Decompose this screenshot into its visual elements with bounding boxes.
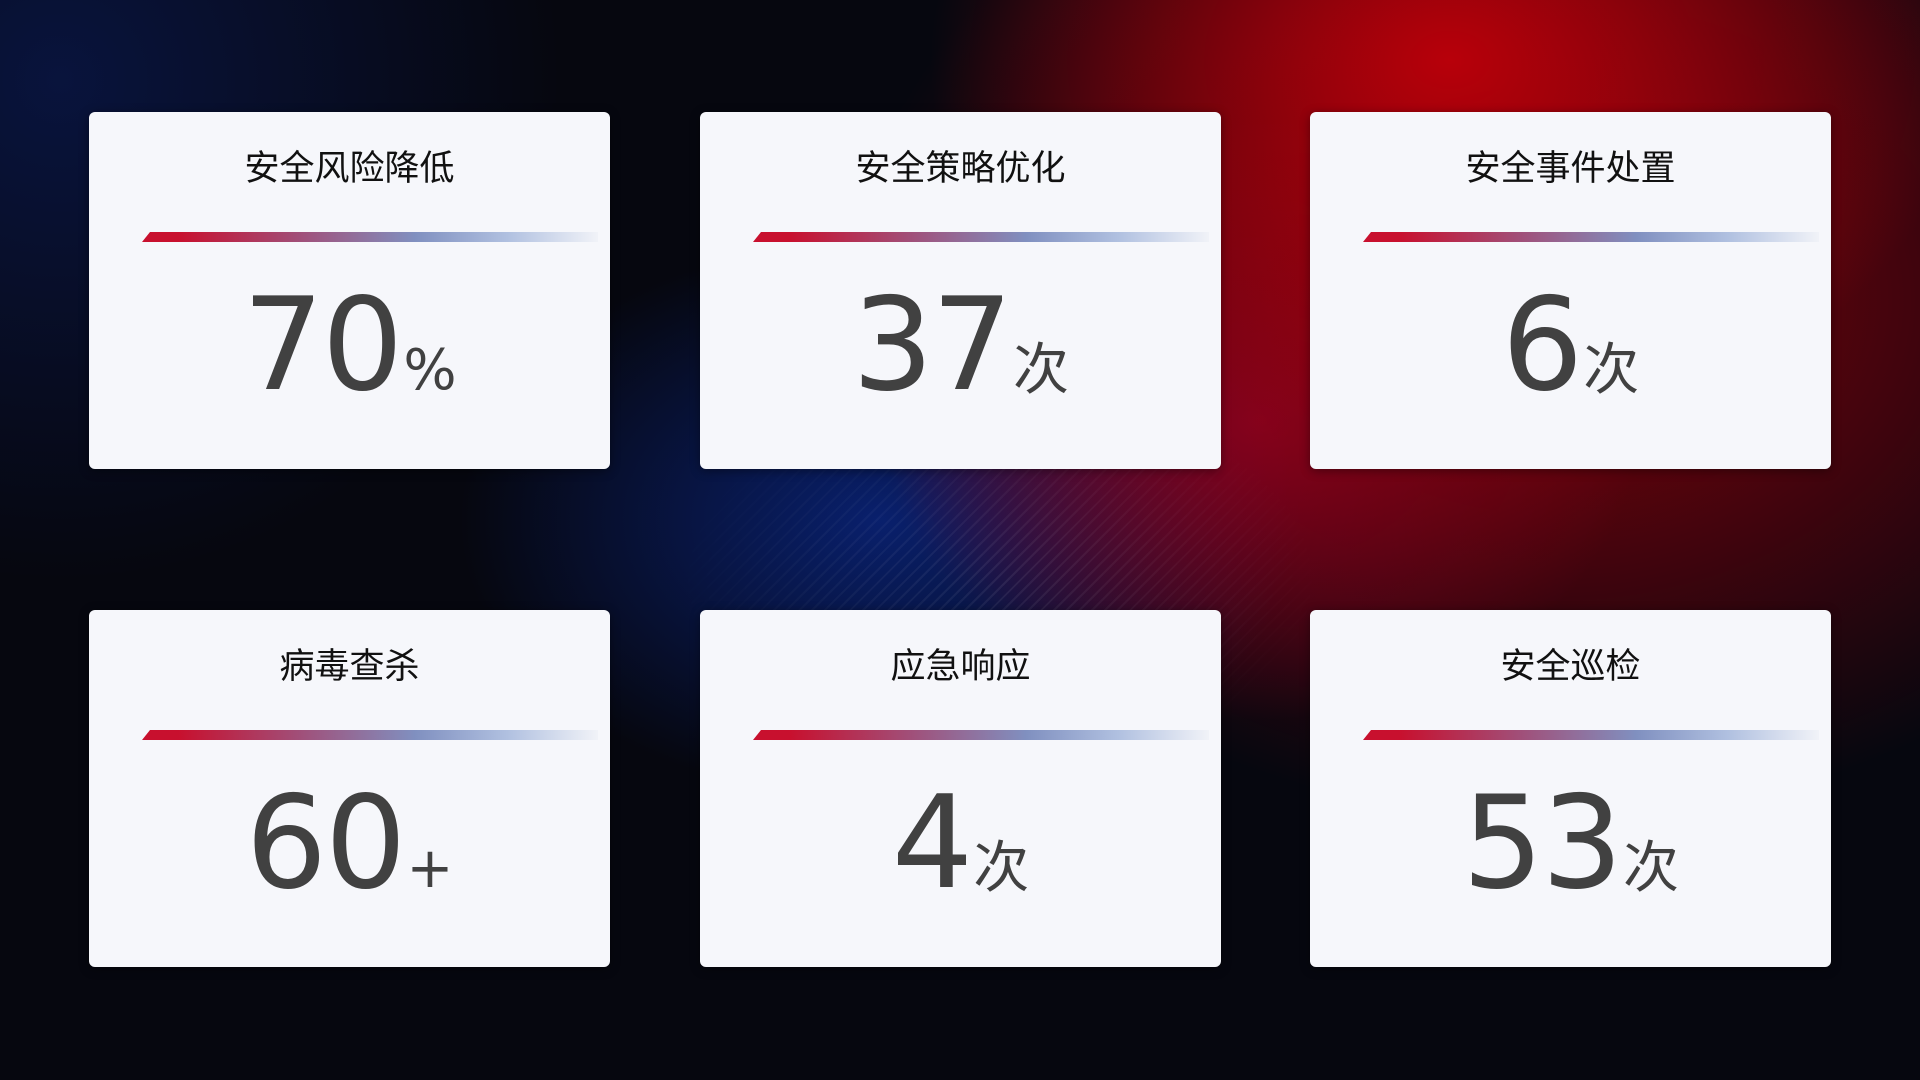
stat-card-emergency-response: 应急响应 4次 <box>700 610 1221 967</box>
card-title: 安全事件处置 <box>1465 149 1676 189</box>
card-value: 70% <box>89 282 610 410</box>
value-unit: 次 <box>973 836 1030 901</box>
card-divider <box>753 730 1209 740</box>
card-title: 安全策略优化 <box>855 149 1066 189</box>
stat-card-policy-optimization: 安全策略优化 37次 <box>700 112 1221 469</box>
value-number: 4 <box>891 769 973 918</box>
value-unit: 次 <box>1583 338 1640 403</box>
card-title: 安全巡检 <box>1500 647 1641 687</box>
card-value: 37次 <box>700 282 1221 410</box>
card-divider <box>142 730 598 740</box>
stat-card-security-inspection: 安全巡检 53次 <box>1310 610 1831 967</box>
value-number: 6 <box>1501 271 1583 420</box>
card-title: 病毒查杀 <box>279 647 420 687</box>
stat-card-virus-removal: 病毒查杀 60+ <box>89 610 610 967</box>
card-value: 6次 <box>1310 282 1831 410</box>
card-title: 应急响应 <box>890 647 1031 687</box>
value-unit: 次 <box>1622 836 1679 901</box>
card-divider <box>1363 232 1819 242</box>
value-unit: % <box>403 338 457 403</box>
value-number: 70 <box>242 271 403 420</box>
stat-card-risk-reduction: 安全风险降低 70% <box>89 112 610 469</box>
value-number: 60 <box>245 769 407 918</box>
card-divider <box>142 232 598 242</box>
card-value: 60+ <box>89 780 610 908</box>
card-title: 安全风险降低 <box>244 149 455 189</box>
card-value: 53次 <box>1310 780 1831 908</box>
value-unit: + <box>406 836 454 901</box>
value-unit: 次 <box>1012 338 1069 403</box>
card-value: 4次 <box>700 780 1221 908</box>
value-number: 53 <box>1462 769 1623 918</box>
card-divider <box>753 232 1209 242</box>
stat-card-incident-handling: 安全事件处置 6次 <box>1310 112 1831 469</box>
card-divider <box>1363 730 1819 740</box>
value-number: 37 <box>852 271 1013 420</box>
